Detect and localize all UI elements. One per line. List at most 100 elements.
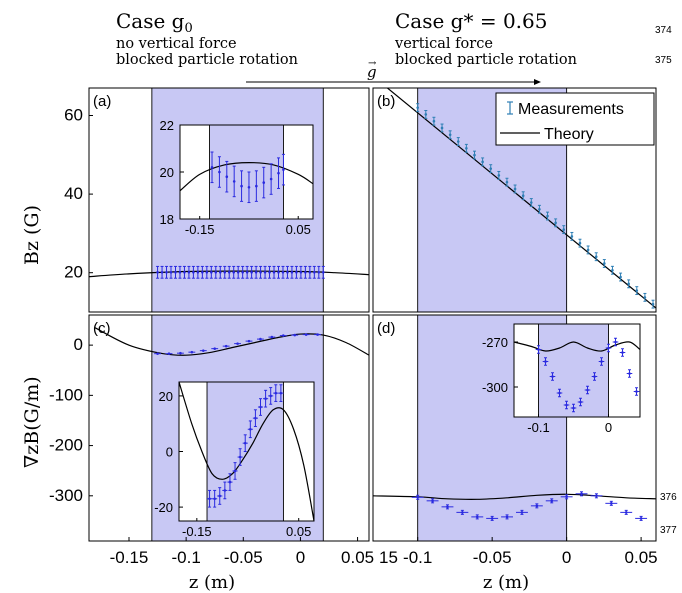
inset-d-measurement-point bbox=[535, 345, 542, 354]
panel-c-ytick-label: -200 bbox=[49, 436, 83, 455]
inset-a-marker bbox=[282, 168, 285, 171]
panel-a-marker bbox=[272, 271, 276, 274]
panel-a-marker bbox=[196, 271, 200, 274]
panel-b-marker bbox=[513, 187, 517, 191]
inset-d-measurement-point bbox=[542, 357, 549, 366]
inset-a-measurement-point bbox=[262, 166, 266, 199]
panel-a-measurement-point bbox=[232, 265, 236, 279]
inset-c-measurement-point bbox=[207, 489, 213, 508]
inset-c-marker bbox=[228, 480, 232, 484]
panel-a-measurement-point bbox=[321, 265, 325, 279]
panel-c-plot-area bbox=[94, 327, 369, 356]
panel-c-marker bbox=[259, 337, 262, 341]
panel-a-marker bbox=[223, 271, 227, 274]
panel-b-frame bbox=[372, 87, 657, 313]
inset-c-measurement-point bbox=[278, 384, 284, 402]
inset-d-ytick-label: -270 bbox=[482, 335, 508, 350]
panel-b-marker bbox=[603, 262, 606, 265]
inset-d-shaded-region bbox=[538, 324, 609, 417]
inset-d-measurement-point bbox=[584, 385, 591, 395]
panel-d-measurement-point bbox=[441, 504, 454, 510]
panel-a-label: (a) bbox=[93, 93, 111, 110]
inset-c-marker bbox=[218, 494, 222, 498]
panel-b-measurement-point bbox=[416, 103, 420, 113]
panel-d-marker bbox=[446, 505, 449, 509]
x-tick-label-right: -0.1 bbox=[403, 548, 432, 567]
inset-a-measurement-point bbox=[240, 170, 244, 202]
panel-a-measurement-point bbox=[227, 265, 231, 279]
panel-a-measurement-point bbox=[209, 265, 213, 279]
inset-c-measurement-point bbox=[242, 434, 248, 452]
panel-d-measurement-point bbox=[560, 494, 573, 500]
panel-d-measurement-point bbox=[486, 515, 499, 521]
panel-a-measurement-point bbox=[241, 265, 245, 279]
inset-c-measurement-point bbox=[257, 398, 264, 416]
inset-d-measurement-point bbox=[619, 348, 626, 357]
inset-a-marker bbox=[262, 181, 266, 184]
x-tick-label-left: -0.15 bbox=[110, 548, 149, 567]
inset-d-marker bbox=[558, 391, 561, 395]
inset-a-measurement-point bbox=[225, 160, 229, 193]
panel-c-measurement-point bbox=[199, 349, 207, 352]
inset-d-marker bbox=[565, 403, 568, 407]
inset-c-xtick-label: 0.05 bbox=[286, 524, 311, 539]
panel-d-measurement-point bbox=[456, 509, 469, 515]
panel-a-measurement-point bbox=[290, 265, 294, 279]
panel-b-measurement-point bbox=[594, 252, 598, 262]
panel-d-measurement-point bbox=[426, 498, 439, 504]
panel-a-measurement-point bbox=[312, 265, 316, 279]
panel-d-marker bbox=[580, 492, 583, 496]
panel-c-marker bbox=[167, 352, 171, 355]
panel-a-marker bbox=[277, 271, 280, 274]
inset-c-measurement-point bbox=[222, 481, 228, 500]
panel-b-marker bbox=[546, 214, 549, 218]
panel-d-label: (d) bbox=[377, 320, 395, 337]
inset-a-marker bbox=[277, 171, 280, 175]
y-label-top: Bz (G) bbox=[21, 205, 43, 265]
panel-a-marker bbox=[187, 271, 191, 274]
inset-c-xtick-label: -0.15 bbox=[182, 524, 212, 539]
panel-d-measurement-point bbox=[575, 491, 588, 497]
line-number-375: 375 bbox=[655, 55, 672, 66]
panel-a-measurement-point bbox=[276, 265, 280, 279]
panel-a-marker bbox=[308, 271, 312, 274]
x-tick-label-left: -0.1 bbox=[171, 548, 200, 567]
panel-c-frame bbox=[88, 314, 370, 542]
panel-c-measurement-point bbox=[234, 342, 241, 345]
panel-a-measurement-point bbox=[187, 265, 191, 279]
panel-b-measurement-point bbox=[562, 225, 566, 235]
inset-c-measurement-point bbox=[217, 487, 223, 505]
x-label-right: z (m) bbox=[483, 572, 529, 593]
panel-b-measurement-point bbox=[619, 272, 623, 282]
panel-a-marker bbox=[245, 271, 249, 274]
panel-b: (b) bbox=[372, 87, 657, 313]
inset-a-ytick-label: 18 bbox=[160, 212, 174, 227]
panel-b-measurement-point bbox=[610, 265, 614, 275]
inset-c-plot-area bbox=[179, 382, 314, 521]
panel-b-marker bbox=[643, 296, 647, 299]
inset-c-measurement-point bbox=[247, 420, 253, 439]
inset-c-ytick-label: 20 bbox=[159, 389, 173, 404]
panel-a-marker bbox=[281, 271, 285, 274]
inset-c-marker bbox=[259, 405, 262, 409]
panel-a-measurement-point bbox=[200, 265, 204, 279]
panel-b-measurement-point bbox=[424, 109, 428, 119]
panel-b-measurement-point bbox=[537, 204, 541, 214]
inset-a-marker bbox=[247, 185, 251, 189]
inset-c-marker bbox=[233, 469, 237, 473]
inset-d-plot-area bbox=[514, 337, 640, 413]
inset-a-xtick-label: -0.15 bbox=[185, 222, 215, 237]
panel-a-marker bbox=[174, 271, 177, 274]
inset-d-marker bbox=[607, 346, 610, 350]
inset-c-marker bbox=[243, 441, 247, 445]
panel-b-marker bbox=[635, 289, 639, 292]
x-tick-label-right: 0.05 bbox=[625, 548, 658, 567]
panel-c-marker bbox=[281, 334, 285, 337]
panel-b-marker bbox=[611, 268, 614, 272]
panel-a-ytick-label: 60 bbox=[64, 106, 83, 125]
panel-b-measurement-point bbox=[432, 116, 436, 126]
inset-a-plot-area bbox=[180, 151, 313, 204]
inset-c-marker bbox=[238, 455, 242, 459]
panel-d-marker bbox=[475, 515, 479, 519]
panel-b-marker bbox=[497, 174, 501, 177]
